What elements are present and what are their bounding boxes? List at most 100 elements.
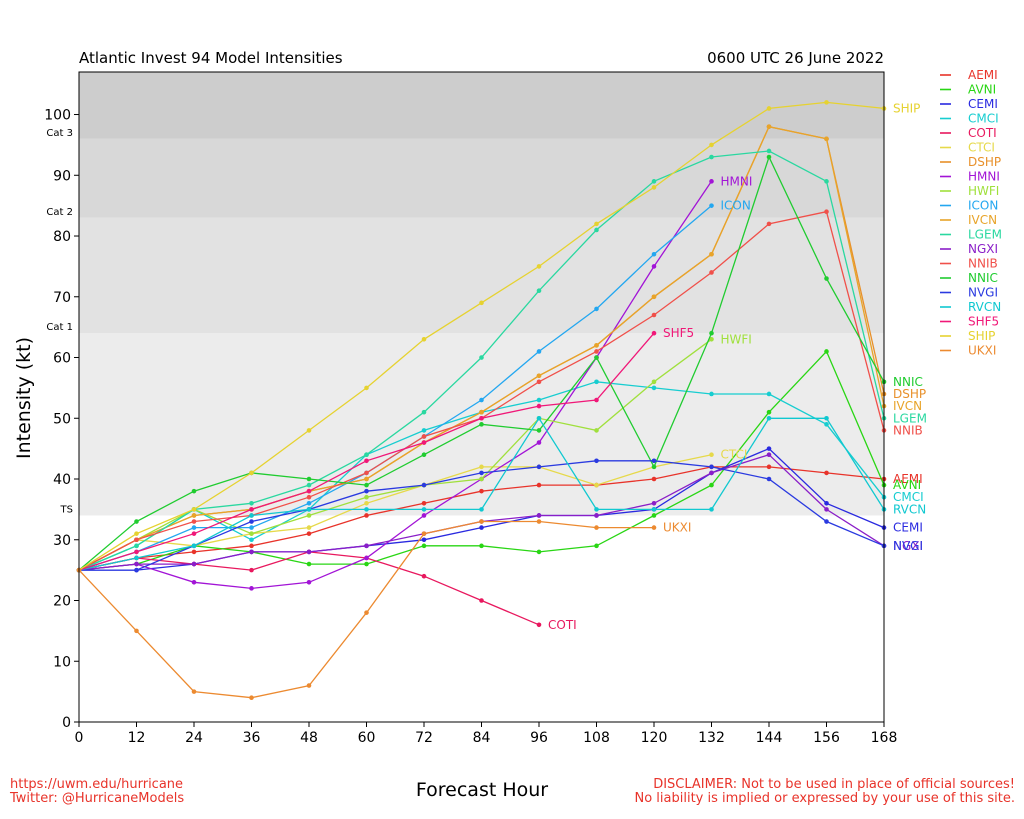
series-point-nvgi xyxy=(249,519,254,524)
series-point-ngxi xyxy=(709,470,714,476)
series-point-rvcn xyxy=(191,543,197,549)
series-point-nnic xyxy=(306,476,312,482)
series-point-ctci xyxy=(306,525,312,530)
y-axis-label: Intensity (kt) xyxy=(13,337,35,459)
series-point-shf5 xyxy=(594,397,599,403)
series-point-icon xyxy=(249,525,254,530)
series-point-shf5 xyxy=(651,330,657,336)
series-point-nnib xyxy=(191,519,197,524)
series-point-nvgi xyxy=(536,464,542,470)
series-point-ngxi xyxy=(306,549,312,555)
series-point-icon xyxy=(709,203,714,208)
category-label: Cat 1 xyxy=(46,322,73,333)
series-point-rvcn xyxy=(134,555,139,561)
x-tick-label: 24 xyxy=(185,730,203,746)
y-tick-label: 100 xyxy=(44,108,71,124)
legend-label-rvcn: RVCN xyxy=(968,300,1001,314)
y-tick-label: 60 xyxy=(53,351,71,367)
series-point-hmni xyxy=(364,555,369,561)
legend-label-hwfi: HWFI xyxy=(968,184,999,198)
series-point-hmni xyxy=(249,586,254,591)
series-point-hwfi xyxy=(306,513,312,518)
end-label-ukxi: UKXI xyxy=(663,521,691,535)
series-point-ivcn xyxy=(651,294,657,300)
end-label-rvcn: RVCN xyxy=(893,502,926,516)
intensity-band-3 xyxy=(79,138,884,218)
category-label: TS xyxy=(60,504,73,515)
series-point-cmci xyxy=(536,397,542,403)
series-point-nnib xyxy=(536,379,542,385)
x-tick-label: 120 xyxy=(641,730,668,746)
chart-date: 0600 UTC 26 June 2022 xyxy=(707,49,884,67)
x-tick-label: 132 xyxy=(698,730,725,746)
series-point-lgem xyxy=(651,179,657,184)
series-point-ngxi xyxy=(364,543,369,549)
series-point-ngxi xyxy=(651,501,657,506)
legend-label-nnic: NNIC xyxy=(968,271,998,285)
x-tick-label: 168 xyxy=(871,730,898,746)
y-tick-label: 90 xyxy=(53,168,71,184)
series-point-ship xyxy=(421,336,427,342)
series-point-rvcn xyxy=(479,507,484,512)
series-point-coti xyxy=(536,622,542,628)
series-point-avni xyxy=(594,543,599,549)
series-point-ukxi xyxy=(134,628,139,634)
series-point-hwfi xyxy=(651,379,657,385)
end-label-coti: COTI xyxy=(548,618,577,632)
end-label-avni: AVNI xyxy=(893,478,921,492)
series-point-icon xyxy=(594,306,599,312)
legend-label-dshp: DSHP xyxy=(968,155,1001,169)
series-point-rvcn xyxy=(364,507,369,512)
intensity-band-4 xyxy=(79,72,884,139)
legend-label-cemi: CEMI xyxy=(968,97,998,111)
chart-title: Atlantic Invest 94 Model Intensities xyxy=(79,49,343,67)
series-point-ship xyxy=(536,264,542,269)
series-point-nnic xyxy=(824,276,829,281)
series-point-nnib xyxy=(306,494,312,500)
series-point-nvgi xyxy=(709,464,714,470)
series-point-nnib xyxy=(709,270,714,275)
end-label-icon: ICON xyxy=(721,199,751,213)
plot-frame: TS Cat 1 Cat 2 Cat 3 xyxy=(46,128,73,516)
series-point-aemi xyxy=(306,531,312,536)
y-tick-label: 30 xyxy=(53,533,71,549)
series-point-nnic xyxy=(709,330,714,336)
series-point-ship xyxy=(479,300,484,306)
series-point-nnib xyxy=(421,434,427,439)
series-point-ctci xyxy=(479,464,484,470)
series-point-icon xyxy=(479,397,484,403)
series-point-ship xyxy=(364,385,369,391)
series-point-cmci xyxy=(651,385,657,391)
series-point-ukxi xyxy=(421,531,427,536)
y-tick-label: 10 xyxy=(53,654,71,670)
series-point-avni xyxy=(709,482,714,488)
legend: AEMIAVNICEMICMCICOTICTCIDSHPHMNIHWFIICON… xyxy=(940,68,1002,358)
legend-label-ivcn: IVCN xyxy=(968,213,997,227)
legend-label-ukxi: UKXI xyxy=(968,344,996,358)
series-point-ivcn xyxy=(766,124,772,129)
end-label-cmci: CMCI xyxy=(893,490,924,504)
website-link[interactable]: https://uwm.edu/hurricane xyxy=(10,777,184,792)
series-point-cmci xyxy=(709,391,714,397)
series-point-ivcn xyxy=(364,476,369,482)
series-point-hmni xyxy=(306,579,312,585)
series-point-aemi xyxy=(536,482,542,488)
series-point-lgem xyxy=(421,409,427,415)
series-point-shf5 xyxy=(479,415,484,421)
series-point-ukxi xyxy=(594,525,599,530)
series-point-shf5 xyxy=(134,549,139,555)
series-point-lgem xyxy=(364,452,369,458)
series-point-ivcn xyxy=(536,373,542,379)
series-point-aemi xyxy=(479,488,484,494)
disclaimer: DISCLAIMER: Not to be used in place of o… xyxy=(634,778,1015,806)
series-point-ukxi xyxy=(249,695,254,701)
x-tick-label: 0 xyxy=(75,730,84,746)
series-point-avni xyxy=(421,543,427,549)
series-point-nnic xyxy=(421,452,427,458)
series-point-aemi xyxy=(421,501,427,506)
series-point-ship xyxy=(651,185,657,190)
series-point-icon xyxy=(651,251,657,257)
legend-label-coti: COTI xyxy=(968,126,997,140)
y-tick-label: 0 xyxy=(62,715,71,731)
